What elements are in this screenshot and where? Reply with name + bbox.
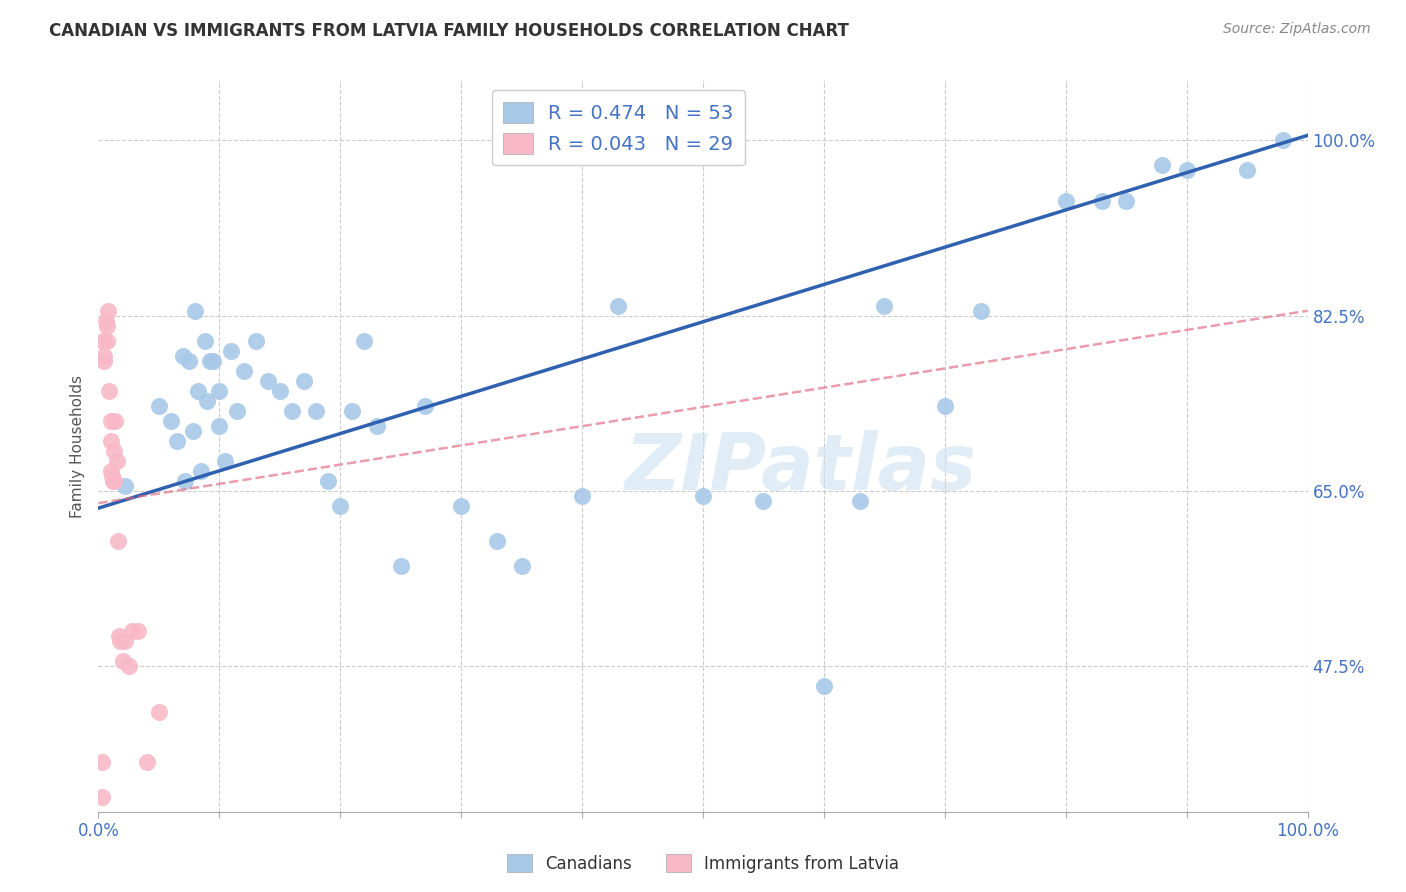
- Point: [292, 374, 315, 388]
- Point: [486, 534, 509, 549]
- Point: [226, 404, 249, 418]
- Point: [194, 334, 217, 348]
- Point: [510, 559, 533, 574]
- Point: [208, 384, 231, 398]
- Point: [103, 444, 125, 458]
- Point: [98, 384, 121, 398]
- Point: [107, 534, 129, 549]
- Point: [934, 399, 956, 413]
- Point: [108, 629, 131, 643]
- Point: [389, 559, 412, 574]
- Point: [148, 399, 170, 413]
- Point: [1272, 133, 1295, 147]
- Point: [103, 474, 125, 488]
- Point: [245, 334, 267, 348]
- Point: [174, 474, 197, 488]
- Y-axis label: Family Households: Family Households: [70, 375, 86, 517]
- Point: [281, 404, 304, 418]
- Point: [114, 634, 136, 648]
- Point: [342, 404, 364, 418]
- Point: [1115, 194, 1137, 208]
- Point: [413, 399, 436, 413]
- Point: [104, 414, 127, 428]
- Point: [121, 624, 143, 639]
- Point: [184, 303, 207, 318]
- Point: [232, 364, 254, 378]
- Point: [221, 343, 243, 358]
- Point: [202, 354, 225, 368]
- Point: [214, 454, 236, 468]
- Point: [94, 314, 117, 328]
- Point: [118, 659, 141, 673]
- Point: [269, 384, 291, 398]
- Point: [187, 384, 209, 398]
- Point: [111, 655, 134, 669]
- Point: [181, 424, 204, 438]
- Point: [970, 303, 993, 318]
- Point: [752, 494, 775, 508]
- Point: [1091, 194, 1114, 208]
- Text: ZIPatlas: ZIPatlas: [624, 430, 976, 506]
- Legend: R = 0.474   N = 53, R = 0.043   N = 29: R = 0.474 N = 53, R = 0.043 N = 29: [492, 90, 745, 165]
- Point: [91, 789, 114, 804]
- Point: [353, 334, 375, 348]
- Point: [1152, 158, 1174, 172]
- Point: [100, 469, 122, 483]
- Point: [571, 489, 593, 503]
- Point: [450, 499, 472, 513]
- Point: [101, 474, 124, 488]
- Point: [195, 393, 218, 408]
- Point: [190, 464, 212, 478]
- Point: [100, 414, 122, 428]
- Point: [607, 299, 630, 313]
- Point: [172, 349, 194, 363]
- Legend: Canadians, Immigrants from Latvia: Canadians, Immigrants from Latvia: [501, 847, 905, 880]
- Point: [135, 755, 157, 769]
- Point: [316, 474, 339, 488]
- Point: [692, 489, 714, 503]
- Point: [179, 354, 201, 368]
- Point: [1175, 163, 1198, 178]
- Point: [148, 705, 170, 719]
- Point: [208, 419, 231, 434]
- Point: [329, 499, 352, 513]
- Point: [366, 419, 388, 434]
- Point: [93, 354, 115, 368]
- Point: [91, 334, 114, 348]
- Point: [256, 374, 278, 388]
- Point: [114, 479, 136, 493]
- Point: [1236, 163, 1258, 178]
- Point: [93, 349, 115, 363]
- Point: [105, 454, 128, 468]
- Text: CANADIAN VS IMMIGRANTS FROM LATVIA FAMILY HOUSEHOLDS CORRELATION CHART: CANADIAN VS IMMIGRANTS FROM LATVIA FAMIL…: [49, 22, 849, 40]
- Point: [108, 634, 131, 648]
- Point: [91, 755, 114, 769]
- Point: [166, 434, 188, 448]
- Point: [127, 624, 149, 639]
- Point: [100, 464, 122, 478]
- Point: [96, 318, 118, 333]
- Point: [849, 494, 872, 508]
- Text: Source: ZipAtlas.com: Source: ZipAtlas.com: [1223, 22, 1371, 37]
- Point: [97, 303, 120, 318]
- Point: [100, 434, 122, 448]
- Point: [305, 404, 328, 418]
- Point: [96, 334, 118, 348]
- Point: [160, 414, 183, 428]
- Point: [1054, 194, 1077, 208]
- Point: [873, 299, 896, 313]
- Point: [813, 680, 835, 694]
- Point: [198, 354, 221, 368]
